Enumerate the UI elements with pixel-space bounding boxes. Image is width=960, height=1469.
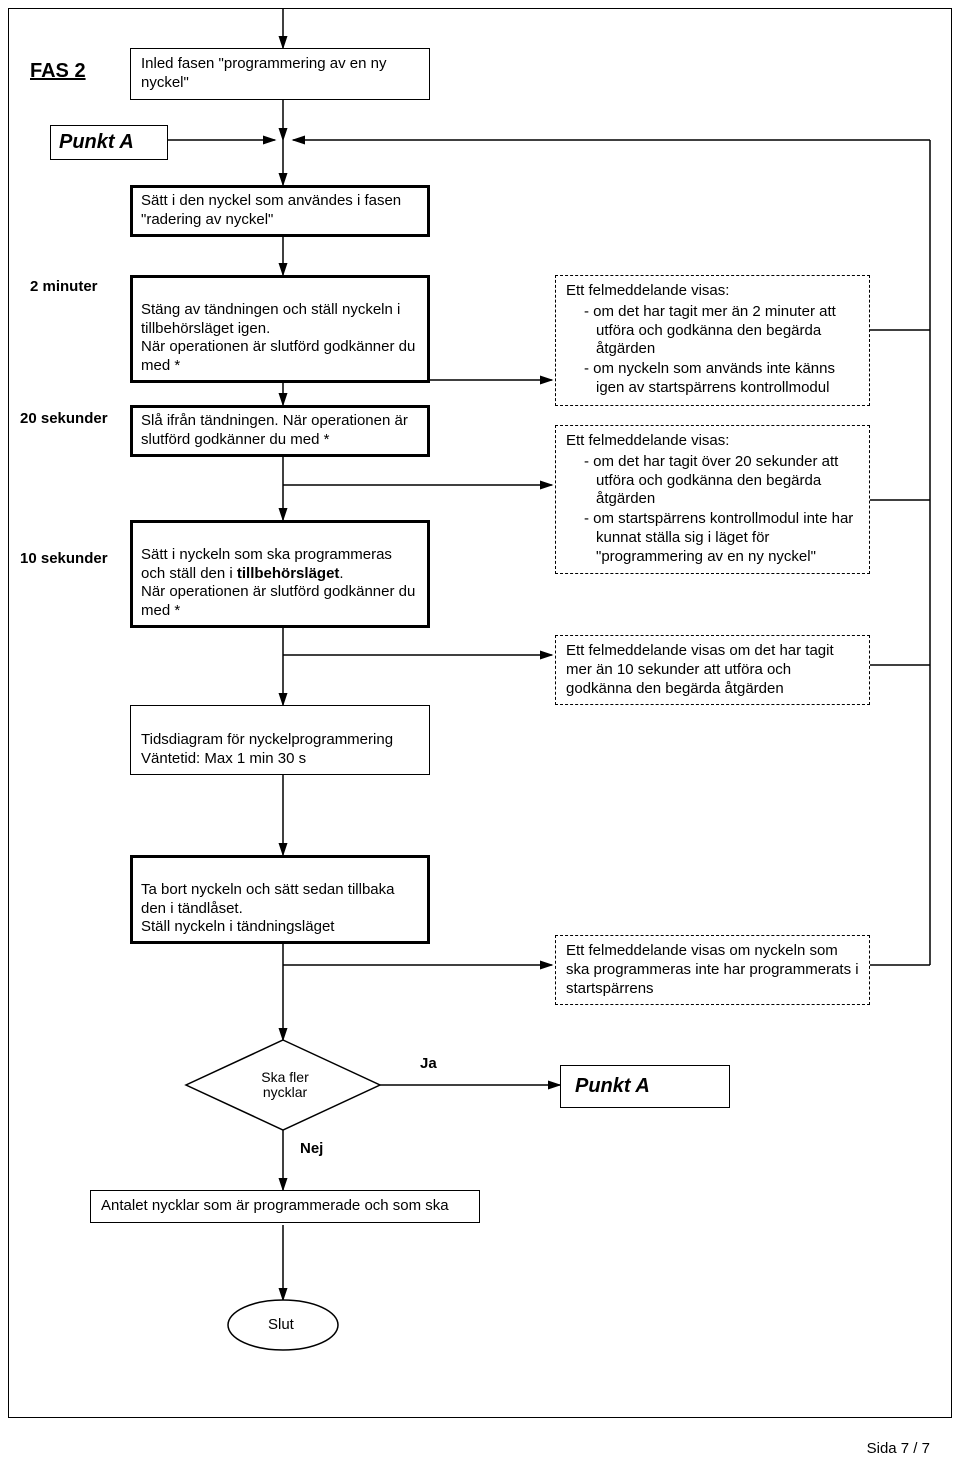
error2-item: om det har tagit över 20 sekunder att ut… [584,453,859,509]
decision-yes: Ja [420,1055,437,1072]
error4-text: Ett felmeddelande visas om nyckeln som s… [566,942,859,997]
box-tabort-text: Ta bort nyckeln och sätt sedan tillbaka … [141,881,394,936]
box-antalet-text: Antalet nycklar som är programmerade och… [101,1197,449,1214]
slut-label: Slut [268,1316,294,1333]
box-stang: Stäng av tändningen och ställ nyckeln i … [130,275,430,383]
error1-title: Ett felmeddelande visas: [566,282,729,299]
box-inled: Inled fasen "programmering av en ny nyck… [130,48,430,100]
error1-item: om nyckeln som används inte känns igen a… [584,360,859,398]
punkt-a-result-text: Punkt A [575,1075,650,1097]
error-box-2: Ett felmeddelande visas: om det har tagi… [555,425,870,574]
box-satt-prog: Sätt i nyckeln som ska programmeras och … [130,520,430,628]
box-satt-prog-bold: tillbehörsläget [237,565,340,582]
error-box-4: Ett felmeddelande visas om nyckeln som s… [555,935,870,1005]
box-antalet: Antalet nycklar som är programmerade och… [90,1190,480,1223]
error1-list: om det har tagit mer än 2 minuter att ut… [566,303,859,398]
box-tidsdiag: Tidsdiagram för nyckelprogrammering Vänt… [130,705,430,775]
error2-list: om det har tagit över 20 sekunder att ut… [566,453,859,567]
phase-label: FAS 2 [30,60,86,83]
error2-item: om startspärrens kontrollmodul inte har … [584,510,859,566]
error-box-1: Ett felmeddelande visas: om det har tagi… [555,275,870,406]
decision-no: Nej [300,1140,323,1157]
decision-text: Ska fler nycklar [250,1070,320,1101]
box-inled-text: Inled fasen "programmering av en ny nyck… [141,55,386,91]
box-satt-radering: Sätt i den nyckel som användes i fasen "… [130,185,430,237]
page-number: Sida 7 / 7 [867,1440,930,1457]
error3-text: Ett felmeddelande visas om det har tagit… [566,642,834,697]
time-2min: 2 minuter [30,278,98,295]
box-satt-radering-text: Sätt i den nyckel som användes i fasen "… [141,192,401,228]
box-tidsdiag-text: Tidsdiagram för nyckelprogrammering Vänt… [141,731,393,767]
error2-title: Ett felmeddelande visas: [566,432,729,449]
punkt-a-label: Punkt A [59,131,134,153]
time-20sec: 20 sekunder [20,410,108,427]
box-sla-ifran: Slå ifrån tändningen. När operationen är… [130,405,430,457]
box-stang-text: Stäng av tändningen och ställ nyckeln i … [141,301,415,374]
box-tabort: Ta bort nyckeln och sätt sedan tillbaka … [130,855,430,944]
time-10sec: 10 sekunder [20,550,108,567]
punkt-a-result-box: Punkt A [560,1065,730,1108]
box-sla-ifran-text: Slå ifrån tändningen. När operationen är… [141,412,408,448]
punkt-a-label-box: Punkt A [50,125,168,160]
error1-item: om det har tagit mer än 2 minuter att ut… [584,303,859,359]
error-box-3: Ett felmeddelande visas om det har tagit… [555,635,870,705]
